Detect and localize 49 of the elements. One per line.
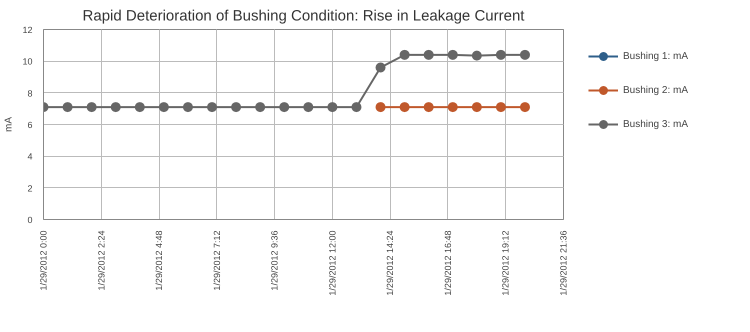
legend-label: Bushing 1: mA [622,50,688,62]
y-tick-label: 10 [22,56,33,67]
point [86,102,97,112]
point [448,102,458,112]
point [496,50,506,60]
legend-label: Bushing 3: mA [622,118,688,130]
point [255,102,266,112]
point [400,50,410,60]
x-tick-label: 1/29/2012 4:48 [154,230,164,291]
y-tick-label: 0 [27,215,33,225]
point [134,102,145,112]
y-tick-label: 12 [22,25,33,35]
point [279,102,290,112]
point [424,50,434,60]
point [520,50,530,60]
y-tick-label: 6 [27,120,33,130]
point [424,102,434,112]
point [448,50,458,60]
x-tick-label: 1/29/2012 2:24 [96,230,106,291]
x-tick-label: 1/29/2012 21:36 [558,230,568,296]
y-tick-label: 2 [27,183,33,194]
x-tick-label: 1/29/2012 7:12 [212,230,222,291]
point [182,102,193,112]
point [231,102,242,112]
x-tick-label: 1/29/2012 0:00 [38,230,48,291]
y-axis-title: mA [3,116,14,132]
x-tick-label: 1/29/2012 19:12 [500,230,511,296]
point [472,50,482,61]
point [303,102,314,112]
point [327,102,338,112]
x-tick-label: 1/29/2012 9:36 [270,230,280,291]
y-tick-label: 8 [27,88,33,98]
y-tick-label: 4 [27,152,33,162]
point [207,102,218,112]
x-tick-label: 1/29/2012 14:24 [385,230,396,296]
point [351,102,362,112]
chart-title: Rapid Deterioration of Bushing Condition: Rise in Leakage Current [82,8,526,24]
point [158,102,169,112]
point [496,102,506,112]
x-tick-label: 1/29/2012 16:48 [442,230,453,296]
point [472,102,482,112]
point [62,102,73,112]
x-tick-label: 1/29/2012 12:00 [327,230,338,296]
point [376,62,386,72]
legend-label: Bushing 2: mA [622,84,688,96]
point [520,102,530,112]
point [400,102,410,112]
point [376,102,386,112]
point [110,102,121,112]
